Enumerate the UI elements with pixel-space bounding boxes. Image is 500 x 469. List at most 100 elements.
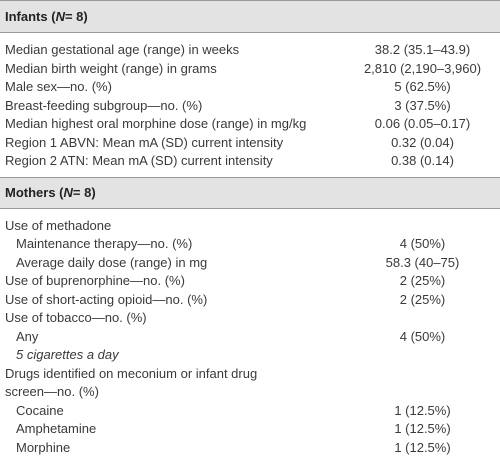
value-cell <box>345 217 500 236</box>
row-label-cell: Maintenance therapy—no. (%) <box>0 235 345 254</box>
row-label-cell: Morphine <box>0 439 345 458</box>
row-label: Use of buprenorphine—no. (%) <box>5 273 185 288</box>
section-header: Mothers (N = 8) <box>0 176 500 209</box>
value-cell: 58.3 (40–75) <box>345 254 500 273</box>
value-cell: 0.06 (0.05–0.17) <box>345 115 500 134</box>
row-label-cell: Median gestational age (range) in weeks <box>0 41 345 60</box>
value-cell: 5 (62.5%) <box>345 78 500 97</box>
row-label: Cocaine <box>16 402 64 418</box>
row-value: 5 (62.5%) <box>394 79 451 94</box>
row-value: 2 (25%) <box>399 273 446 288</box>
row-label-cell: Use of methadone <box>0 217 345 236</box>
value-cell: 2,810 (2,190–3,960) <box>345 60 500 79</box>
row-label-cell: Drugs identified on meconium or infant d… <box>0 365 345 402</box>
row-label: Morphine <box>16 439 71 455</box>
row-label: Use of tobacco—no. (%) <box>5 310 147 325</box>
table-row: Use of buprenorphine—no. (%) 2 (25%) <box>0 272 500 291</box>
row-label-cell: Average daily dose (range) in mg <box>0 254 345 273</box>
row-value: 2,810 (2,190–3,960) <box>363 60 482 76</box>
value-cell: 1 (12.5%) <box>345 420 500 439</box>
row-label-cell: Any <box>0 328 345 347</box>
value-cell: 38.2 (35.1–43.9) <box>345 41 500 60</box>
value-cell: 4 (50%) <box>345 235 500 254</box>
header-text: N <box>63 185 73 200</box>
table-row: Morphine 1 (12.5%) <box>0 439 500 458</box>
value-cell: 3 (37.5%) <box>345 97 500 116</box>
row-label-cell: Use of short-acting opioid—no. (%) <box>0 291 345 310</box>
row-value: 58.3 (40–75) <box>385 254 460 270</box>
row-label: Amphetamine <box>16 421 97 436</box>
section-body: Use of methadone Maintenance therapy—no. … <box>0 209 500 464</box>
row-label-cell: Use of buprenorphine—no. (%) <box>0 272 345 291</box>
row-label: Maintenance therapy—no. (%) <box>16 236 193 251</box>
row-label: Average daily dose (range) in mg <box>16 254 208 270</box>
table-row: Use of tobacco—no. (%) <box>0 309 500 328</box>
table-row: Amphetamine 1 (12.5%) <box>0 420 500 439</box>
table-row: Drugs identified on meconium or infant d… <box>0 365 500 402</box>
row-value: 0.32 (0.04) <box>391 134 454 150</box>
row-value: 4 (50%) <box>399 328 446 344</box>
row-label-cell: Region 2 ATN: Mean mA (SD) current inten… <box>0 152 345 171</box>
row-label: Breast-feeding subgroup—no. (%) <box>5 97 203 113</box>
row-label-cell: Amphetamine <box>0 420 345 439</box>
row-value: 1 (12.5%) <box>394 402 451 418</box>
row-label: Region 2 ATN: Mean mA (SD) current inten… <box>5 153 273 168</box>
row-label: Median gestational age (range) in weeks <box>5 42 240 57</box>
row-label: Male sex—no. (%) <box>5 79 112 94</box>
row-label-cell: Median highest oral morphine dose (range… <box>0 115 345 134</box>
header-text: N <box>55 9 65 24</box>
table-row: Region 1 ABVN: Mean mA (SD) current inte… <box>0 134 500 153</box>
header-text: = 8) <box>64 9 88 24</box>
value-cell: 0.32 (0.04) <box>345 134 500 153</box>
section-body: Median gestational age (range) in weeks 3… <box>0 33 500 177</box>
header-text: = 8) <box>72 185 96 200</box>
row-label-cell: Cocaine <box>0 402 345 421</box>
row-value: 1 (12.5%) <box>394 421 451 436</box>
row-label-cell: Region 1 ABVN: Mean mA (SD) current inte… <box>0 134 345 153</box>
row-label-cell: 5 cigarettes a day <box>0 346 345 365</box>
row-label-cell: Male sex—no. (%) <box>0 78 345 97</box>
header-text: Infants ( <box>5 9 56 24</box>
row-label: Use of short-acting opioid—no. (%) <box>5 291 208 307</box>
table-row: Breast-feeding subgroup—no. (%) 3 (37.5%) <box>0 97 500 116</box>
value-cell: 1 (12.5%) <box>345 439 500 458</box>
row-label-cell: Use of tobacco—no. (%) <box>0 309 345 328</box>
section-header: Infants (N = 8) <box>0 1 500 33</box>
table-row: Maintenance therapy—no. (%) 4 (50%) <box>0 235 500 254</box>
value-cell: 2 (25%) <box>345 291 500 310</box>
row-label: Region 1 ABVN: Mean mA (SD) current inte… <box>5 134 284 150</box>
row-value: 38.2 (35.1–43.9) <box>374 42 471 57</box>
table-row: Use of methadone <box>0 217 500 236</box>
table-row: Use of short-acting opioid—no. (%) 2 (25%… <box>0 291 500 310</box>
row-label: Use of methadone <box>5 217 112 233</box>
row-label: Any <box>16 328 39 344</box>
section: Mothers (N = 8) Use of methadone Maintenan… <box>0 176 500 464</box>
table-row: Region 2 ATN: Mean mA (SD) current inten… <box>0 152 500 171</box>
row-value: 0.06 (0.05–0.17) <box>374 116 471 131</box>
table-row: 5 cigarettes a day <box>0 346 500 365</box>
row-value: 3 (37.5%) <box>394 97 451 113</box>
row-value: 0.38 (0.14) <box>391 153 454 168</box>
value-cell <box>345 365 500 402</box>
row-label-cell: Median birth weight (range) in grams <box>0 60 345 79</box>
table-row: Male sex—no. (%) 5 (62.5%) <box>0 78 500 97</box>
value-cell: 4 (50%) <box>345 328 500 347</box>
row-value: 1 (12.5%) <box>394 439 451 455</box>
row-label: Median highest oral morphine dose (range… <box>5 116 307 131</box>
value-cell <box>345 309 500 328</box>
table-row: Cocaine 1 (12.5%) <box>0 402 500 421</box>
table-row: Median birth weight (range) in grams 2,81… <box>0 60 500 79</box>
row-value: 4 (50%) <box>399 236 446 251</box>
row-label: 5 cigarettes a day <box>16 347 119 362</box>
section: Infants (N = 8) Median gestational age (r… <box>0 1 500 177</box>
table-row: Average daily dose (range) in mg 58.3 (40… <box>0 254 500 273</box>
value-cell: 1 (12.5%) <box>345 402 500 421</box>
table-row: Median highest oral morphine dose (range… <box>0 115 500 134</box>
table-row: Any 4 (50%) <box>0 328 500 347</box>
row-label-cell: Breast-feeding subgroup—no. (%) <box>0 97 345 116</box>
table-row: Median gestational age (range) in weeks 3… <box>0 41 500 60</box>
row-value: 2 (25%) <box>399 291 446 307</box>
value-cell: 0.38 (0.14) <box>345 152 500 171</box>
